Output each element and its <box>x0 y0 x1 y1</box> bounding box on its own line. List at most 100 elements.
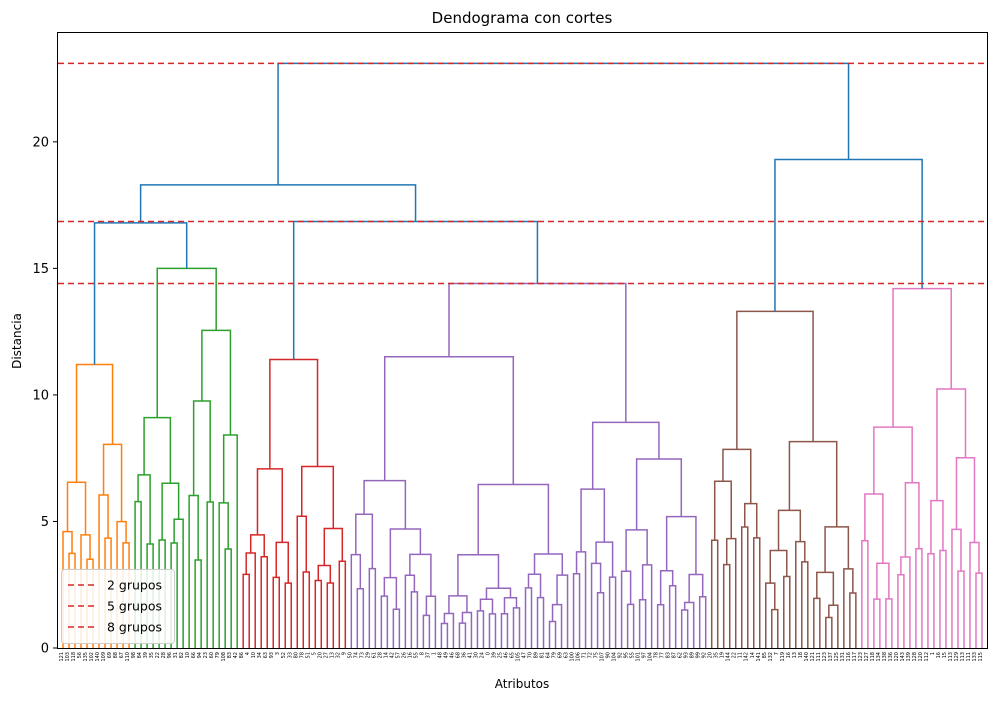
leaf-label: 9 <box>341 652 347 655</box>
leaf-label: 65 <box>509 652 515 658</box>
leaf-label: 137 <box>828 652 834 662</box>
dendrogram-link <box>479 598 494 614</box>
leaf-label: 62 <box>678 652 684 658</box>
dendrogram-link <box>930 499 944 554</box>
dendrogram-link <box>548 620 557 648</box>
dendrogram-link <box>620 570 632 648</box>
leaf-label: 51 <box>305 652 311 658</box>
dendrogram-link <box>590 562 602 648</box>
dendrogram-link <box>194 559 202 648</box>
dendrogram-link <box>461 611 473 648</box>
dendrogram-link <box>256 468 283 543</box>
dendrogram-link <box>143 416 172 484</box>
leaf-label: 1 <box>431 652 437 655</box>
dendrogram-link <box>864 493 884 564</box>
leaf-label: 118 <box>870 652 876 662</box>
leaf-label: 90 <box>606 652 612 658</box>
leaf-label: 118 <box>71 652 77 662</box>
leaf-label: 46 <box>503 652 509 658</box>
legend-label: 8 grupos <box>107 620 162 635</box>
leaf-label: 140 <box>804 652 810 662</box>
leaf-label: 140 <box>95 652 101 662</box>
dendrogram-link <box>536 596 545 648</box>
dendrogram-link <box>688 573 704 603</box>
leaf-label: 102 <box>89 652 95 662</box>
dendrogram-link <box>350 553 362 648</box>
leaf-label: 143 <box>900 652 906 662</box>
leaf-label: 73 <box>359 652 365 658</box>
leaf-label: 144 <box>726 652 732 662</box>
leaf-label: 1 <box>930 652 936 655</box>
leaf-label: 13 <box>792 652 798 658</box>
leaf-label: 14 <box>750 652 756 658</box>
leaf-label: 63 <box>564 652 570 658</box>
dendrogram-link <box>476 610 485 648</box>
leaf-label: 39 <box>491 652 497 658</box>
dendrogram-link <box>635 458 683 530</box>
leaf-label: 131 <box>840 652 846 662</box>
dendrogram-link <box>957 570 965 648</box>
dendrogram-link <box>314 579 323 648</box>
leaf-label: 87 <box>672 652 678 658</box>
leaf-label: 105 <box>515 652 521 662</box>
leaf-label: 93 <box>269 652 275 658</box>
dendrogram-link <box>355 513 374 569</box>
leaf-label: 125 <box>834 652 840 662</box>
leaf-label: 141 <box>756 652 762 662</box>
leaf-label: 22 <box>732 652 738 658</box>
leaf-label: 116 <box>846 652 852 662</box>
dendrogram-link <box>900 556 911 648</box>
leaf-label: 32 <box>335 652 341 658</box>
dendrogram-link <box>383 355 515 485</box>
leaf-label: 66 <box>191 652 197 658</box>
dendrogram-link <box>383 576 398 610</box>
dendrogram-link <box>638 598 647 648</box>
legend-label: 5 grupos <box>107 599 162 614</box>
legend: 2 grupos 5 grupos 8 grupos <box>61 569 175 644</box>
leaf-label: 78 <box>299 652 305 658</box>
y-axis-label: Distancia <box>10 313 24 369</box>
dendrogram-link <box>969 541 980 648</box>
y-axis: 0 5 10 15 20 <box>32 135 58 657</box>
dendrogram-link <box>161 482 180 541</box>
dendrogram-link <box>849 592 857 648</box>
dendrogram-link <box>368 567 377 648</box>
plot-area <box>58 62 987 648</box>
dendrogram-link <box>595 541 614 578</box>
leaf-label: 108 <box>221 652 227 662</box>
dendrogram-link <box>533 553 564 576</box>
leaf-label: 95 <box>624 652 630 658</box>
dendrogram-link <box>527 573 542 598</box>
leaf-label: 93 <box>684 652 690 658</box>
leaf-label: 55 <box>413 652 419 658</box>
leaf-label: 27 <box>323 652 329 658</box>
dendrogram-link <box>409 553 432 597</box>
leaf-label: 81 <box>540 652 546 658</box>
dendrogram-link <box>771 608 779 648</box>
leaf-label: 113 <box>948 652 954 662</box>
dendrogram-link <box>392 608 401 648</box>
dendrogram-link <box>813 597 821 648</box>
leaf-label: 7 <box>774 652 780 655</box>
dendrogram-link <box>665 515 697 575</box>
leaf-label: 0 <box>485 652 491 655</box>
dendrogram-link <box>725 537 737 648</box>
dendrogram-link <box>753 537 761 648</box>
leaf-label: 63 <box>263 652 269 658</box>
leaf-label: 39 <box>143 652 149 658</box>
dendrogram-link <box>801 561 809 648</box>
leaf-label: 72 <box>588 652 594 658</box>
dendrogram-link <box>66 481 87 535</box>
leaf-label: 28 <box>161 652 167 658</box>
leaf-label: 52 <box>281 652 287 658</box>
dendrogram-link <box>363 479 407 530</box>
leaf-label: 31 <box>173 652 179 658</box>
leaf-label: 4 <box>245 652 251 655</box>
leaf-label: 14 <box>383 652 389 658</box>
dendrogram-link <box>102 443 123 522</box>
dendrogram-link <box>656 604 665 648</box>
dendrogram-link <box>722 448 752 504</box>
leaf-label: 25 <box>497 652 503 658</box>
leaf-label: 37 <box>425 652 431 658</box>
leaf-label: 15 <box>942 652 948 658</box>
